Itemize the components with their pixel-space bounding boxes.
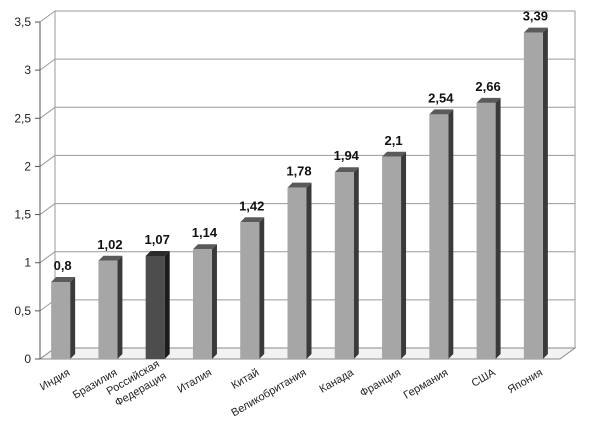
bar-top	[334, 167, 359, 173]
y-tick-label: 0,5	[14, 304, 31, 318]
bar-front	[523, 32, 543, 359]
bar-side	[211, 244, 217, 359]
y-tick-label: 0	[24, 352, 31, 366]
bar-front	[240, 222, 260, 359]
x-tick-label: США	[470, 366, 499, 389]
bar	[287, 182, 312, 359]
x-tick-label: РоссийскаяФедерация	[105, 358, 169, 410]
data-label: 3,39	[523, 9, 548, 24]
bar-front	[98, 260, 118, 359]
bar-side	[306, 182, 312, 359]
bar	[98, 255, 123, 359]
x-tick-label: Япония	[506, 367, 545, 397]
bars	[51, 27, 548, 359]
y-tick-label: 3	[24, 63, 31, 77]
gridline-depth	[39, 58, 56, 71]
bar	[240, 217, 265, 359]
bar-front	[51, 281, 71, 359]
data-label: 1,02	[97, 237, 122, 252]
bar	[382, 151, 407, 359]
bar-front	[382, 156, 402, 359]
bar	[51, 276, 76, 359]
bar-side	[401, 151, 407, 359]
bar-side	[70, 276, 76, 359]
bar-front	[476, 102, 496, 359]
data-label: 1,94	[334, 148, 360, 163]
bar-side	[448, 109, 454, 359]
x-tick-label: Франция	[358, 367, 403, 400]
gridline-depth	[39, 10, 56, 23]
bar	[476, 97, 501, 359]
x-tick-label: Китай	[229, 367, 261, 392]
y-tick-label: 1,5	[14, 208, 31, 222]
data-label: 1,14	[192, 225, 218, 240]
x-tick-label: Канада	[317, 366, 356, 395]
x-tick-label: Индия	[38, 367, 72, 394]
bar-side	[164, 250, 170, 359]
data-label: 1,42	[239, 198, 264, 213]
bar-front	[192, 249, 212, 359]
bar-side	[117, 255, 123, 359]
bar-front	[287, 187, 307, 359]
data-label: 2,1	[385, 133, 403, 148]
bar-top	[429, 109, 454, 115]
data-label: 2,54	[428, 90, 454, 105]
bar-front	[334, 172, 354, 359]
bar-top	[382, 151, 407, 157]
gridline-depth	[39, 106, 56, 119]
bar-top	[51, 276, 76, 282]
y-tick-label: 1	[24, 256, 31, 270]
bar-side	[495, 97, 501, 359]
bar	[429, 109, 454, 359]
gridline-depth	[39, 155, 56, 167]
data-labels: 0,8 1,02 1,07 1,14 1,42 1,78 1,94 2,1 2,54 2,66 3,…	[54, 9, 548, 273]
bar-side	[542, 27, 548, 359]
bar	[523, 27, 548, 359]
x-tick-label: Германия	[402, 367, 451, 402]
data-label: 2,66	[475, 79, 500, 94]
bar	[192, 244, 217, 359]
y-axis: 0 0,5 1 1,5 2 2,5 3 3,5	[14, 15, 41, 366]
y-tick-label: 2,5	[14, 111, 31, 125]
bar-side	[353, 167, 359, 359]
bar-side	[259, 217, 265, 359]
bar-top	[476, 97, 501, 103]
y-tick-label: 3,5	[14, 15, 31, 29]
bar-front	[145, 255, 165, 359]
bar-top	[523, 27, 548, 33]
bar	[334, 167, 359, 359]
bar-top	[98, 255, 123, 261]
gridline-depth	[39, 251, 56, 264]
bar-front	[429, 114, 449, 359]
gridline-depth	[39, 203, 56, 215]
bar-top	[145, 250, 170, 256]
bar-top	[192, 244, 217, 250]
bar	[145, 250, 170, 359]
bar-top	[240, 217, 265, 223]
data-label: 1,78	[286, 164, 311, 179]
data-label: 1,07	[145, 232, 170, 247]
x-tick-label: Италия	[176, 367, 214, 396]
y-tick-label: 2	[24, 159, 31, 173]
bar-top	[287, 182, 312, 188]
data-label: 0,8	[54, 258, 72, 273]
